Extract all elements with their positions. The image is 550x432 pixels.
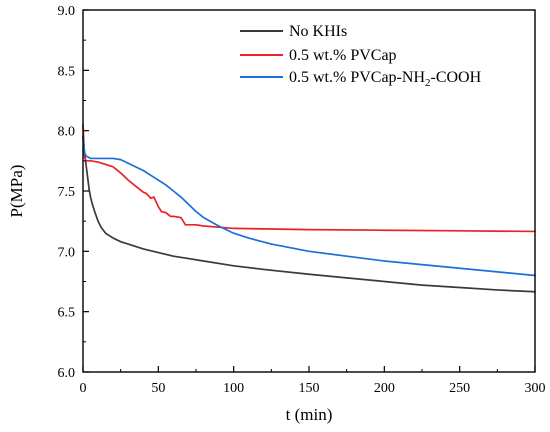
series-line-2: [82, 135, 536, 277]
x-tick-label: 50: [151, 381, 165, 396]
legend-label-pvcap: 0.5 wt.% PVCap: [289, 47, 397, 64]
x-tick-label: 300: [525, 381, 546, 396]
y-tick-label: 9.0: [58, 4, 76, 19]
legend-label-pvcap-modified-subscript: 2: [425, 77, 431, 89]
y-tick-label: 6.0: [58, 366, 76, 381]
legend-label-pvcap-modified: 0.5 wt.% PVCap-NH2-COOH: [289, 69, 482, 89]
series-line-0: [82, 135, 536, 293]
y-axis-title: P(MPa): [7, 165, 26, 218]
plot-lines: [82, 123, 536, 293]
x-tick-label: 0: [80, 381, 87, 396]
y-tick-label: 8.5: [58, 64, 76, 79]
legend-label-pvcap-modified-prefix: 0.5 wt.% PVCap-NH: [289, 69, 425, 86]
y-tick-label: 6.5: [58, 306, 76, 321]
y-tick-label: 8.0: [58, 125, 76, 140]
x-tick-label: 250: [449, 381, 470, 396]
x-tick-label: 100: [223, 381, 244, 396]
legend-label-pvcap-modified-suffix: -COOH: [431, 69, 482, 86]
axis-ticks: 0 50 100 150 200 250 300 6.0 6.5 7.0 7.5 8.0 8.5 9.0: [58, 4, 546, 396]
y-tick-label: 7.5: [58, 185, 76, 200]
legend: No KHIs 0.5 wt.% PVCap 0.5 wt.% PVCap-NH…: [240, 23, 482, 89]
y-tick-label: 7.0: [58, 245, 76, 260]
legend-label-no-khis: No KHIs: [289, 23, 347, 40]
plot-frame: [82, 9, 536, 373]
x-tick-label: 200: [374, 381, 395, 396]
x-tick-label: 150: [299, 381, 320, 396]
x-axis-title: t (min): [286, 405, 333, 424]
series-line-1: [82, 123, 536, 233]
